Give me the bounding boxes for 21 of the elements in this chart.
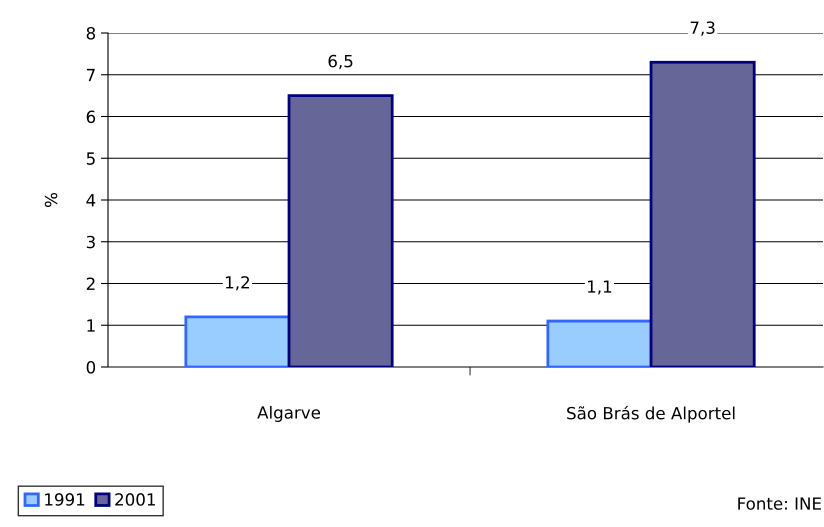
x-tick-label: São Brás de Alportel <box>567 406 734 423</box>
y-tick-label: 0 <box>86 360 96 374</box>
data-label: 6,5 <box>328 54 352 70</box>
y-axis-title: % <box>44 193 58 207</box>
data-label: 1,2 <box>226 276 250 290</box>
y-tick-label: 6 <box>86 110 96 124</box>
data-label: 1,1 <box>588 280 612 295</box>
y-tick-label: 3 <box>86 236 95 248</box>
y-tick-label: 5 <box>86 152 95 165</box>
y-tick-label: 8 <box>86 26 96 40</box>
y-tick-label: 2 <box>86 277 95 290</box>
y-tick-label: 7 <box>86 68 95 82</box>
legend-label: 2001 <box>115 493 155 506</box>
bar <box>650 60 756 367</box>
data-label: 7,3 <box>690 21 715 36</box>
x-tick-label: Algarve <box>257 406 320 422</box>
source-note: Fonte: INE <box>738 497 821 510</box>
y-tick-label: 4 <box>86 194 96 206</box>
y-tick-label: 1 <box>87 319 95 332</box>
legend-label: 1991 <box>45 493 84 506</box>
bar <box>288 94 394 367</box>
